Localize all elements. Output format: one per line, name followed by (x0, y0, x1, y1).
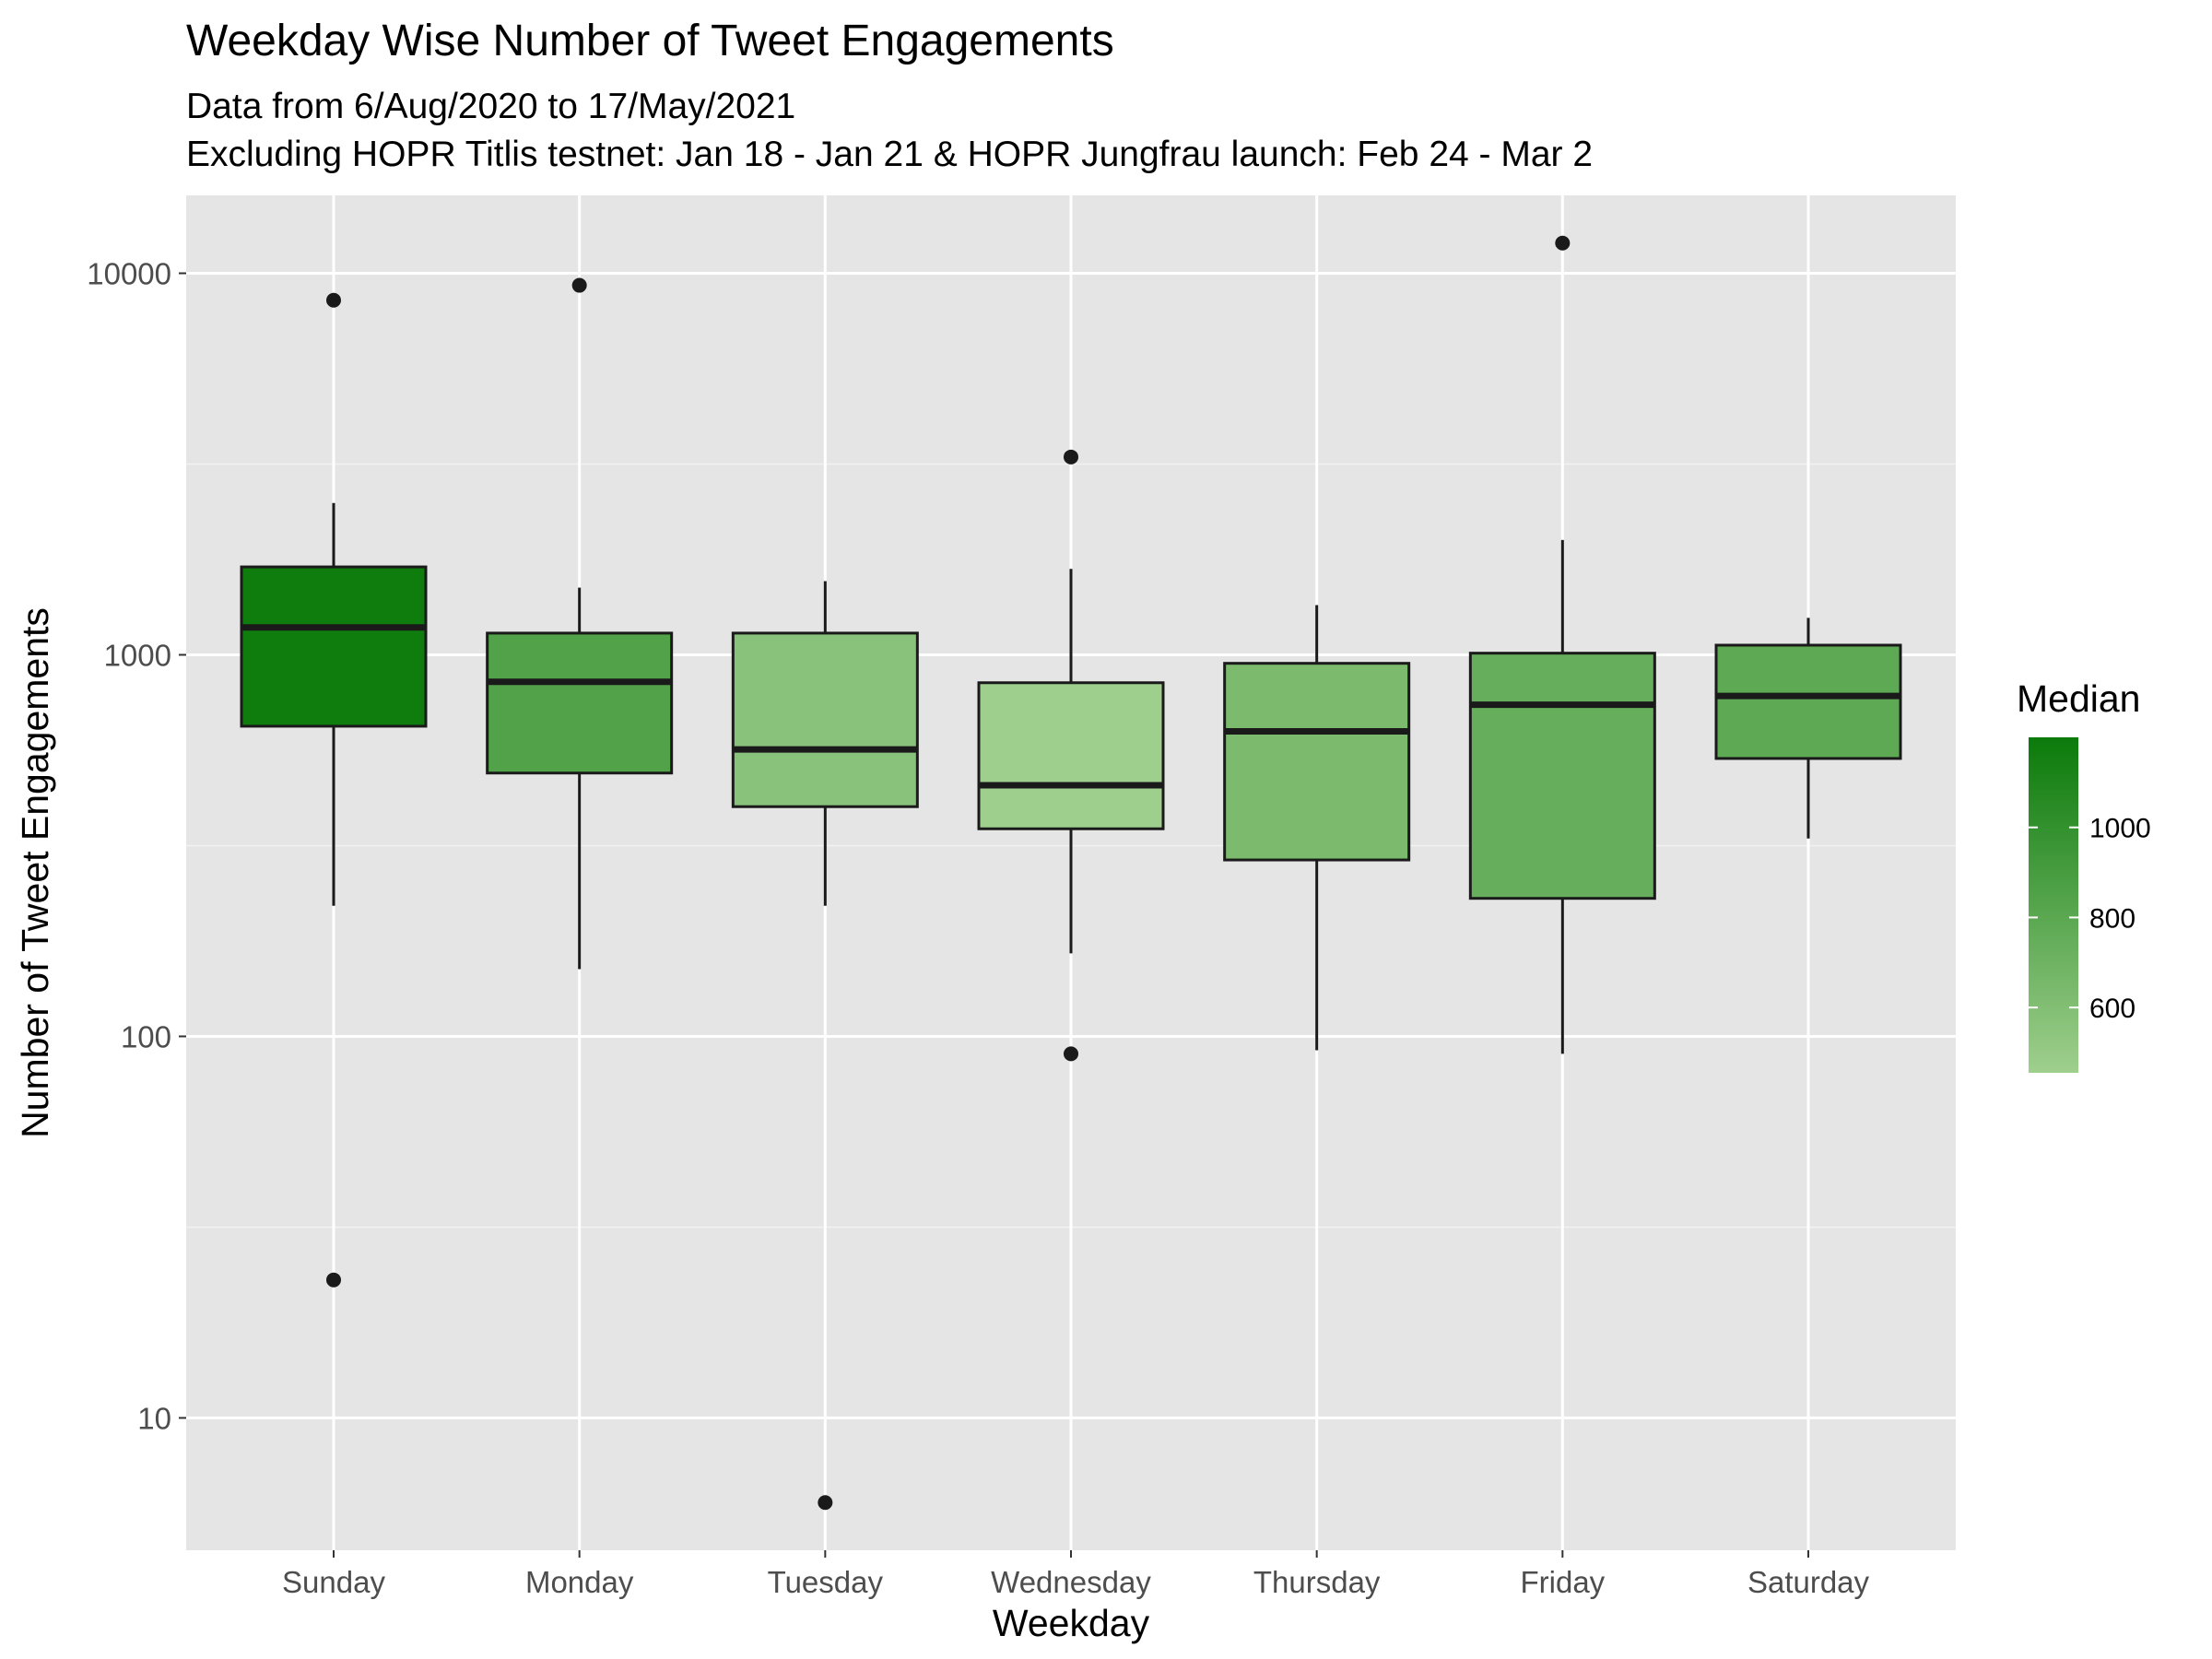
legend-title: Median (2017, 677, 2140, 720)
chart-subtitle-line-2: Excluding HOPR Titlis testnet: Jan 18 - … (186, 135, 1593, 174)
x-tick-label: Monday (525, 1565, 634, 1599)
box-tuesday (731, 581, 919, 1511)
x-axis-title: Weekday (993, 1602, 1150, 1644)
chart-title: Weekday Wise Number of Tweet Engagements (186, 17, 1114, 65)
x-tick-label: Tuesday (768, 1565, 884, 1599)
box-sunday (240, 292, 428, 1288)
outlier-point (1064, 449, 1078, 465)
legend-colorbar (2029, 737, 2078, 1073)
outlier-point (1555, 235, 1571, 251)
iqr-box (1714, 643, 1902, 760)
x-tick-label: Wednesday (991, 1565, 1151, 1599)
legend-tick-label: 1000 (2089, 814, 2151, 844)
iqr-box (486, 631, 674, 775)
outlier-point (326, 1272, 341, 1288)
iqr-box (240, 565, 428, 728)
box-saturday (1714, 618, 1902, 839)
box-thursday (1223, 605, 1411, 1051)
legend-tick-label: 600 (2089, 994, 2136, 1024)
x-tick-label: Friday (1520, 1565, 1605, 1599)
y-tick-label: 10000 (87, 257, 171, 291)
iqr-box (1223, 662, 1411, 862)
outlier-point (326, 292, 341, 308)
x-tick-label: Sunday (282, 1565, 385, 1599)
outlier-point (1064, 1046, 1078, 1062)
iqr-box (1468, 652, 1656, 900)
boxes (240, 235, 1902, 1511)
iqr-box (731, 631, 919, 808)
y-tick-label: 10 (137, 1401, 171, 1435)
x-tick-label: Saturday (1747, 1565, 1870, 1599)
y-tick-label: 100 (121, 1019, 171, 1053)
box-wednesday (977, 449, 1165, 1062)
legend-tick-label: 800 (2089, 903, 2136, 934)
x-axis: Sunday Monday Tuesday Wednesday Thursday Frid… (282, 1550, 1870, 1599)
y-axis: 10 100 1000 10000 (87, 257, 186, 1435)
outlier-point (818, 1495, 833, 1511)
iqr-box (977, 681, 1165, 830)
legend: Median 600 800 1000 (2017, 677, 2151, 1073)
box-friday (1468, 235, 1656, 1054)
y-axis-title: Number of Tweet Engagements (14, 607, 56, 1138)
x-tick-label: Thursday (1253, 1565, 1381, 1599)
outlier-point (571, 277, 587, 293)
box-monday (486, 277, 674, 970)
y-tick-label: 1000 (104, 638, 171, 672)
chart-subtitle-line-1: Data from 6/Aug/2020 to 17/May/2021 (186, 87, 795, 126)
